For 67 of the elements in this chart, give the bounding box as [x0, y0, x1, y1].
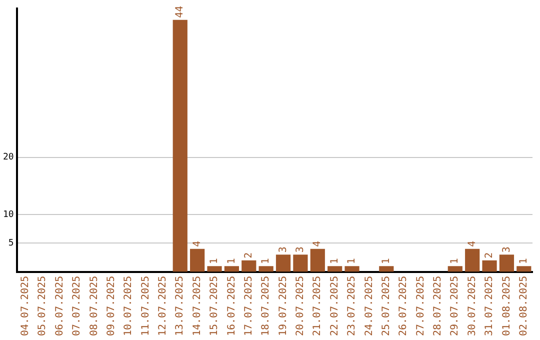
data-label: 1: [329, 258, 340, 264]
x-tick-label: 01.08.2025: [501, 276, 512, 336]
x-tick-label: 29.07.2025: [450, 276, 461, 336]
x-tick-label: 19.07.2025: [278, 276, 289, 336]
bar: [276, 254, 291, 272]
x-tick-label: 16.07.2025: [226, 276, 238, 336]
data-label: 1: [260, 258, 272, 264]
data-label: 44: [174, 6, 186, 18]
data-label: 1: [518, 258, 530, 264]
x-tick-label: 28.07.2025: [432, 276, 444, 336]
x-tick-label: 24.07.2025: [364, 276, 375, 336]
bar: [379, 266, 394, 272]
bar: [258, 266, 274, 272]
data-label: 4: [312, 240, 324, 247]
bar: [190, 248, 205, 272]
data-label: 4: [466, 240, 478, 247]
x-tick-label: 27.07.2025: [415, 276, 426, 336]
bar: [328, 266, 342, 272]
x-tick-label: 08.07.2025: [88, 276, 100, 336]
x-tick-label: 12.07.2025: [158, 276, 169, 336]
x-tick-label: 25.07.2025: [380, 276, 392, 336]
data-label: 1: [209, 258, 220, 264]
x-tick-label: 30.07.2025: [466, 276, 478, 336]
data-label: 1: [226, 258, 238, 264]
bar: [499, 254, 514, 272]
bar: [293, 254, 308, 272]
bar: [242, 260, 256, 272]
x-tick-label: 10.07.2025: [123, 276, 134, 336]
x-tick-label: 04.07.2025: [20, 276, 32, 336]
x-tick-label: 13.07.2025: [174, 276, 186, 336]
data-label: 3: [501, 246, 512, 253]
y-tick-label: 10: [2, 210, 14, 220]
bar: [344, 266, 360, 272]
x-tick-label: 23.07.2025: [346, 276, 358, 336]
x-tick-label: 17.07.2025: [243, 276, 254, 336]
x-tick-label: 15.07.2025: [209, 276, 220, 336]
x-tick-label: 21.07.2025: [312, 276, 324, 336]
x-tick-label: 05.07.2025: [37, 276, 48, 336]
x-tick-label: 22.07.2025: [329, 276, 340, 336]
x-tick-label: 31.07.2025: [484, 276, 496, 336]
x-tick-label: 06.07.2025: [54, 276, 66, 336]
bar: [516, 266, 532, 272]
bar: [448, 266, 462, 272]
bar: [310, 248, 325, 272]
data-label: 2: [243, 252, 254, 258]
x-tick-label: 09.07.2025: [106, 276, 117, 336]
data-label: 1: [380, 258, 392, 264]
bar: [482, 260, 497, 272]
data-label: 2: [484, 252, 496, 258]
data-label: 1: [450, 258, 461, 264]
data-label: 3: [278, 246, 289, 253]
x-tick-label: 02.08.2025: [518, 276, 530, 336]
bar: [224, 266, 239, 272]
x-tick-label: 26.07.2025: [398, 276, 410, 336]
data-label: 4: [192, 240, 203, 247]
data-label: 1: [346, 258, 358, 264]
x-tick-label: 07.07.2025: [72, 276, 83, 336]
y-tick-label: 5: [8, 238, 14, 249]
y-tick-label: 20: [2, 152, 14, 163]
bar: [465, 248, 480, 272]
x-tick-label: 14.07.2025: [192, 276, 203, 336]
bar: [172, 20, 188, 272]
data-label: 3: [295, 246, 306, 253]
x-tick-label: 18.07.2025: [260, 276, 272, 336]
x-tick-label: 11.07.2025: [140, 276, 152, 336]
bar: [207, 266, 222, 272]
x-tick-label: 20.07.2025: [295, 276, 306, 336]
